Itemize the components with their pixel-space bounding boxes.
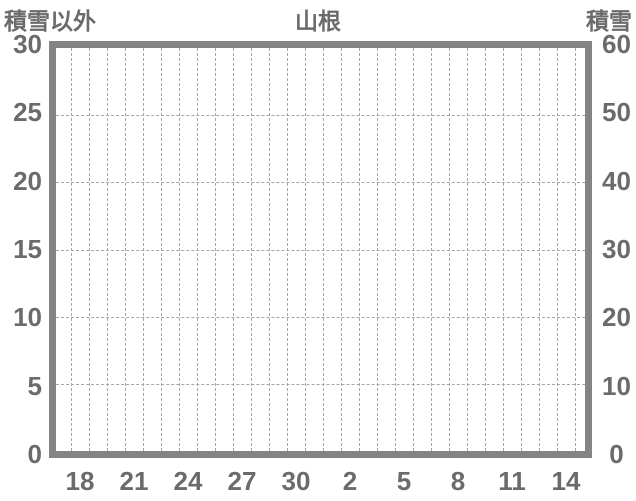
right-axis-tick-label: 30 <box>602 234 631 264</box>
x-axis-tick-label: 2 <box>342 466 358 496</box>
x-axis-tick-label: 18 <box>65 466 95 496</box>
x-axis-tick-label: 8 <box>450 466 466 496</box>
horizontal-gridline <box>56 383 585 385</box>
x-axis-tick-label: 11 <box>498 466 526 496</box>
x-axis-tick-label: 5 <box>396 466 412 496</box>
right-axis-tick-label: 50 <box>602 97 631 128</box>
horizontal-gridline <box>56 249 585 251</box>
right-axis-tick-label: 20 <box>602 302 631 333</box>
left-axis-tick-label: 5 <box>27 370 42 401</box>
plot-area <box>49 41 592 458</box>
x-axis-tick-label: 27 <box>227 466 257 496</box>
left-axis-tick-label: 20 <box>13 165 42 196</box>
x-axis-tick-label: 21 <box>119 466 149 496</box>
x-axis-tick-label: 14 <box>551 466 581 496</box>
chart-title: 山根 <box>295 8 341 34</box>
left-axis-tick-label: 10 <box>13 302 42 333</box>
left-axis-title: 積雪以外 <box>4 8 96 34</box>
horizontal-gridline <box>56 182 585 184</box>
x-axis-tick-label: 24 <box>173 466 203 496</box>
horizontal-gridline <box>56 316 585 318</box>
right-axis-tick-label: 60 <box>602 29 631 59</box>
horizontal-gridline <box>56 115 585 117</box>
right-axis-tick-label: 10 <box>602 370 631 401</box>
left-axis-tick-label: 25 <box>13 97 42 128</box>
left-axis-tick-label: 0 <box>27 439 42 469</box>
right-axis-tick-label: 0 <box>609 439 624 469</box>
x-axis-tick-label: 30 <box>281 466 311 496</box>
right-axis-title: 積雪 <box>586 8 632 34</box>
left-axis-tick-label: 30 <box>13 29 42 59</box>
right-axis-tick-label: 40 <box>602 165 631 196</box>
left-axis-tick-label: 15 <box>13 234 42 264</box>
